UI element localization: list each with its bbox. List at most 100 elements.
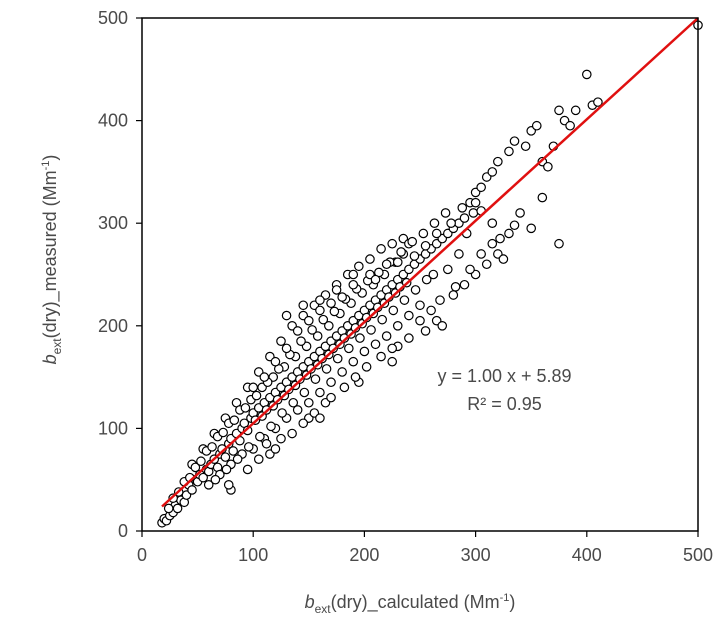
data-point [298,300,309,311]
data-point [348,269,359,280]
data-point [312,331,323,341]
data-point [270,356,281,367]
data-point [315,413,325,423]
data-point [292,326,303,336]
data-point [287,428,297,439]
data-point [509,220,520,231]
data-point [554,238,564,249]
data-point [459,213,470,223]
data-point [299,387,310,398]
data-point [531,120,542,131]
data-point [409,251,420,261]
data-point [339,382,350,393]
x-axis-symbol: b [305,592,315,612]
data-point [476,249,486,259]
data-point [277,408,287,418]
data-point [326,377,336,388]
data-point [448,290,459,300]
data-point [570,105,581,116]
data-point [387,238,397,249]
data-point [229,415,240,425]
data-point [415,315,425,326]
data-point [554,105,564,116]
x-tick-label: 100 [238,545,268,565]
data-point [498,254,509,264]
data-point [454,249,464,259]
data-point [276,336,286,346]
data-point [251,390,262,401]
data-point [207,442,217,452]
data-point [392,257,403,267]
y-tick-label: 300 [98,213,128,233]
data-point [407,236,418,247]
data-point [370,274,381,285]
y-tick-label: 0 [118,521,128,541]
x-tick-label: 400 [572,545,602,565]
data-point [537,192,548,203]
regression-equation: y = 1.00 x + 5.89 [437,366,571,386]
data-point [418,228,429,239]
data-point [190,462,201,473]
data-point [354,261,364,272]
data-point [248,382,258,393]
data-point [370,339,381,350]
data-point [426,305,436,316]
y-tick-label: 500 [98,8,128,28]
data-point [543,161,553,172]
data-point [377,314,387,325]
data-point [324,320,334,331]
data-point [337,292,347,302]
x-tick-label: 200 [349,545,379,565]
data-point [326,298,336,309]
data-point [410,285,421,295]
x-axis-text: (dry)_calculated (Mm [331,592,500,613]
data-point [476,182,486,193]
data-point [361,362,372,372]
data-point [303,315,314,326]
data-point [366,325,376,335]
data-point [315,295,325,305]
x-tick-label: 500 [683,545,713,565]
data-point [487,218,498,228]
data-point [437,320,448,331]
data-point [487,167,498,177]
data-point [255,431,265,442]
data-point [526,223,536,234]
data-point [281,343,292,354]
data-point [259,372,270,382]
data-point [223,480,234,490]
plot-frame [141,17,699,532]
y-axis-text: (dry)_measured (Mm [40,170,61,338]
y-axis-subscript: ext [50,338,64,355]
data-point [242,464,253,475]
x-axis-subscript: ext [315,602,332,616]
data-point [388,305,399,316]
data-point [344,343,354,354]
data-point [421,274,432,285]
data-point [396,247,406,257]
data-point [242,425,253,436]
data-point [459,279,470,290]
data-point [221,464,232,475]
regression-line [161,17,699,508]
data-point [435,295,445,305]
y-tick-label: 200 [98,316,128,336]
y-axis: 0 100 200 300 400 500 [98,8,142,541]
data-point [288,397,299,408]
data-point [318,314,329,325]
data-point [337,367,347,377]
data-point [348,356,359,367]
data-point [565,120,575,131]
data-point [276,433,286,444]
data-point [228,446,238,456]
r-squared: R² = 0.95 [467,394,542,414]
data-point [399,295,410,305]
y-tick-label: 400 [98,111,128,131]
data-point [415,300,425,311]
points-layer [157,20,703,528]
data-point [203,480,214,490]
data-point [359,346,370,357]
x-axis: 0 100 200 300 400 500 [137,531,713,565]
data-point [392,320,403,331]
